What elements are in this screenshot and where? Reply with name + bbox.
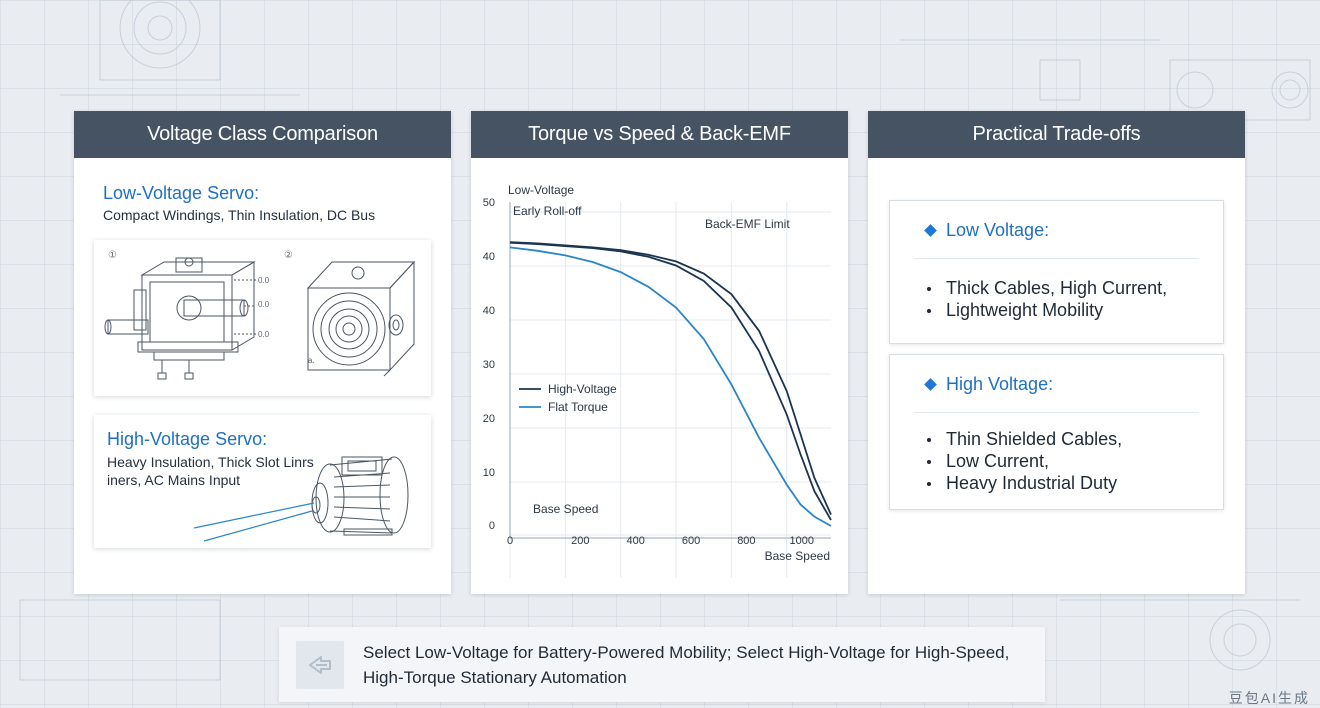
x-tick-label: 1000 [789, 535, 813, 547]
list-item: Heavy Industrial Duty [924, 472, 1122, 494]
legend-label: High-Voltage [548, 382, 617, 396]
series-line-2 [509, 241, 832, 515]
panel-title: Voltage Class Comparison [74, 111, 451, 158]
divider [914, 258, 1199, 259]
low-voltage-tradeoff-card: Low Voltage: Thick Cables, High Current,… [889, 200, 1224, 344]
divider [914, 412, 1199, 413]
high-voltage-servo-title: High-Voltage Servo: [107, 429, 268, 449]
low-voltage-servo-illustration: ① ② 0.0 0.0 0.0 a. [94, 240, 431, 396]
y-tick-label: 0 [489, 520, 495, 532]
torque-speed-chart-panel: Torque vs Speed & Back-EMF 50 40 40 30 20 10 0… [471, 111, 848, 594]
low-voltage-servo-subtitle: Compact Windings, Thin Insulation, DC Bu… [103, 207, 376, 223]
y-tick-label: 10 [483, 467, 495, 479]
annotation-label: Low-Voltage [508, 183, 574, 197]
list-item: Thick Cables, High Current, [924, 277, 1167, 299]
corner-label: a. [308, 356, 315, 365]
diamond-bullet-icon [924, 224, 937, 237]
high-voltage-list: Thin Shielded Cables, Low Current, Heavy… [924, 428, 1122, 494]
ac-motor-drawing [193, 456, 409, 542]
x-tick-label: 0 [507, 535, 513, 547]
y-tick-label: 50 [483, 197, 495, 209]
voltage-class-comparison-panel: Voltage Class Comparison Low-Voltage Ser… [74, 111, 451, 594]
diamond-bullet-icon [924, 378, 937, 391]
y-tick-label: 40 [483, 251, 495, 263]
x-tick-label: 600 [682, 535, 700, 547]
figure-marker-1: ① [108, 250, 117, 261]
callout-label: 0.0 [258, 330, 270, 339]
watermark: 豆包AI生成 [1228, 690, 1310, 706]
x-tick-label: 200 [571, 535, 589, 547]
high-voltage-heading: High Voltage: [946, 374, 1054, 394]
practical-tradeoffs-panel: Practical Trade-offs Low Voltage: Thick … [868, 111, 1245, 594]
low-voltage-heading: Low Voltage: [946, 220, 1050, 240]
high-voltage-servo-subtitle: Heavy Insulation, Thick Slot Linrs iners… [107, 454, 314, 488]
y-tick-label: 40 [483, 305, 495, 317]
panel-title: Practical Trade-offs [868, 111, 1245, 158]
arrow-icon [296, 641, 344, 689]
servo-line-drawings [104, 257, 416, 380]
annotation-label: Base Speed [533, 502, 598, 516]
x-axis-label: Base Speed [765, 549, 830, 563]
list-item: Low Current, [924, 450, 1122, 472]
recommendation-banner: Select Low-Voltage for Battery-Powered M… [279, 627, 1045, 702]
y-tick-label: 30 [483, 359, 495, 371]
list-item: Thin Shielded Cables, [924, 428, 1122, 450]
y-tick-label: 20 [483, 413, 495, 425]
series-line-3 [509, 246, 832, 527]
x-tick-label: 800 [737, 535, 755, 547]
list-item: Lightweight Mobility [924, 299, 1167, 321]
high-voltage-servo-card: High-Voltage Servo: Heavy Insulation, Th… [94, 415, 431, 548]
low-voltage-servo-title: Low-Voltage Servo: [103, 183, 260, 203]
figure-marker-2: ② [284, 250, 293, 261]
x-tick-label: 400 [627, 535, 645, 547]
recommendation-text: Select Low-Voltage for Battery-Powered M… [363, 643, 1010, 687]
callout-label: 0.0 [258, 276, 270, 285]
annotation-label: Early Roll-off [513, 204, 582, 218]
callout-label: 0.0 [258, 300, 270, 309]
legend-label: Flat Torque [548, 400, 608, 414]
annotation-label: Back-EMF Limit [705, 217, 790, 231]
high-voltage-tradeoff-card: High Voltage: Thin Shielded Cables, Low … [889, 354, 1224, 510]
panel-title: Torque vs Speed & Back-EMF [471, 111, 848, 158]
low-voltage-list: Thick Cables, High Current, Lightweight … [924, 277, 1167, 321]
